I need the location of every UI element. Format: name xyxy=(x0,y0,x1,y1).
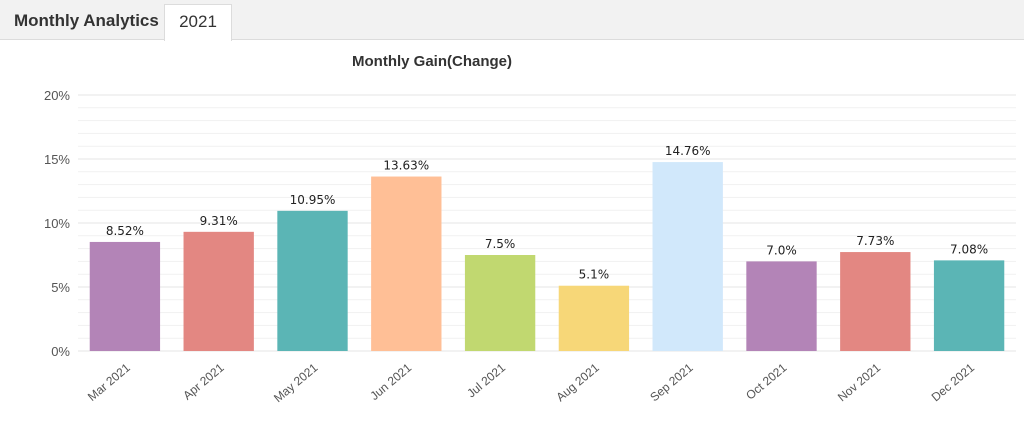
chart-title: Monthly Gain(Change) xyxy=(352,53,512,70)
y-axis: 0% 5% 10% 15% 20% xyxy=(44,88,70,359)
x-tick-label: Mar 2021 xyxy=(85,360,133,404)
section-label: Monthly Analytics xyxy=(14,11,159,30)
bar-mar-2021[interactable] xyxy=(89,241,161,351)
y-tick-label: 10% xyxy=(44,216,70,231)
y-tick-label: 0% xyxy=(51,344,70,359)
bar-may-2021[interactable] xyxy=(277,210,348,351)
data-label: 9.31% xyxy=(200,214,238,228)
x-tick-label: May 2021 xyxy=(271,360,321,405)
bars xyxy=(89,162,1005,351)
x-tick-label: Nov 2021 xyxy=(835,360,884,404)
data-label: 14.76% xyxy=(665,144,711,158)
bar-nov-2021[interactable] xyxy=(840,252,911,351)
data-label: 5.1% xyxy=(579,268,610,282)
tab-bar: Monthly Analytics 2021 xyxy=(0,0,1024,41)
data-label: 8.52% xyxy=(106,224,144,238)
x-tick-label: Apr 2021 xyxy=(180,360,227,402)
y-tick-label: 20% xyxy=(44,88,70,103)
data-label: 7.5% xyxy=(485,237,516,251)
x-tick-label: Oct 2021 xyxy=(743,360,790,402)
data-label: 7.08% xyxy=(950,242,988,256)
bar-jun-2021[interactable] xyxy=(371,176,442,351)
bar-sep-2021[interactable] xyxy=(652,162,723,351)
data-label: 13.63% xyxy=(383,159,429,173)
x-tick-label: Dec 2021 xyxy=(929,360,978,404)
bar-oct-2021[interactable] xyxy=(746,261,817,351)
data-label: 10.95% xyxy=(290,193,336,207)
bar-aug-2021[interactable] xyxy=(558,285,630,351)
x-tick-label: Sep 2021 xyxy=(647,360,696,404)
bar-jul-2021[interactable] xyxy=(464,255,536,351)
x-tick-label: Jun 2021 xyxy=(367,360,414,403)
x-tick-label: Aug 2021 xyxy=(553,360,602,404)
x-axis: Mar 2021 Apr 2021 May 2021 Jun 2021 Jul 2021… xyxy=(85,360,977,405)
x-tick-label: Jul 2021 xyxy=(464,360,508,400)
data-label: 7.0% xyxy=(766,243,797,257)
data-labels: 8.52% 9.31% 10.95% 13.63% 7.5% 5.1% 14.76% 7.0%… xyxy=(106,144,988,282)
y-tick-label: 15% xyxy=(44,152,70,167)
tab-2021[interactable]: 2021 xyxy=(164,4,232,41)
data-label: 7.73% xyxy=(856,234,894,248)
y-tick-label: 5% xyxy=(51,280,70,295)
bar-dec-2021[interactable] xyxy=(933,260,1005,351)
bar-apr-2021[interactable] xyxy=(183,231,254,351)
